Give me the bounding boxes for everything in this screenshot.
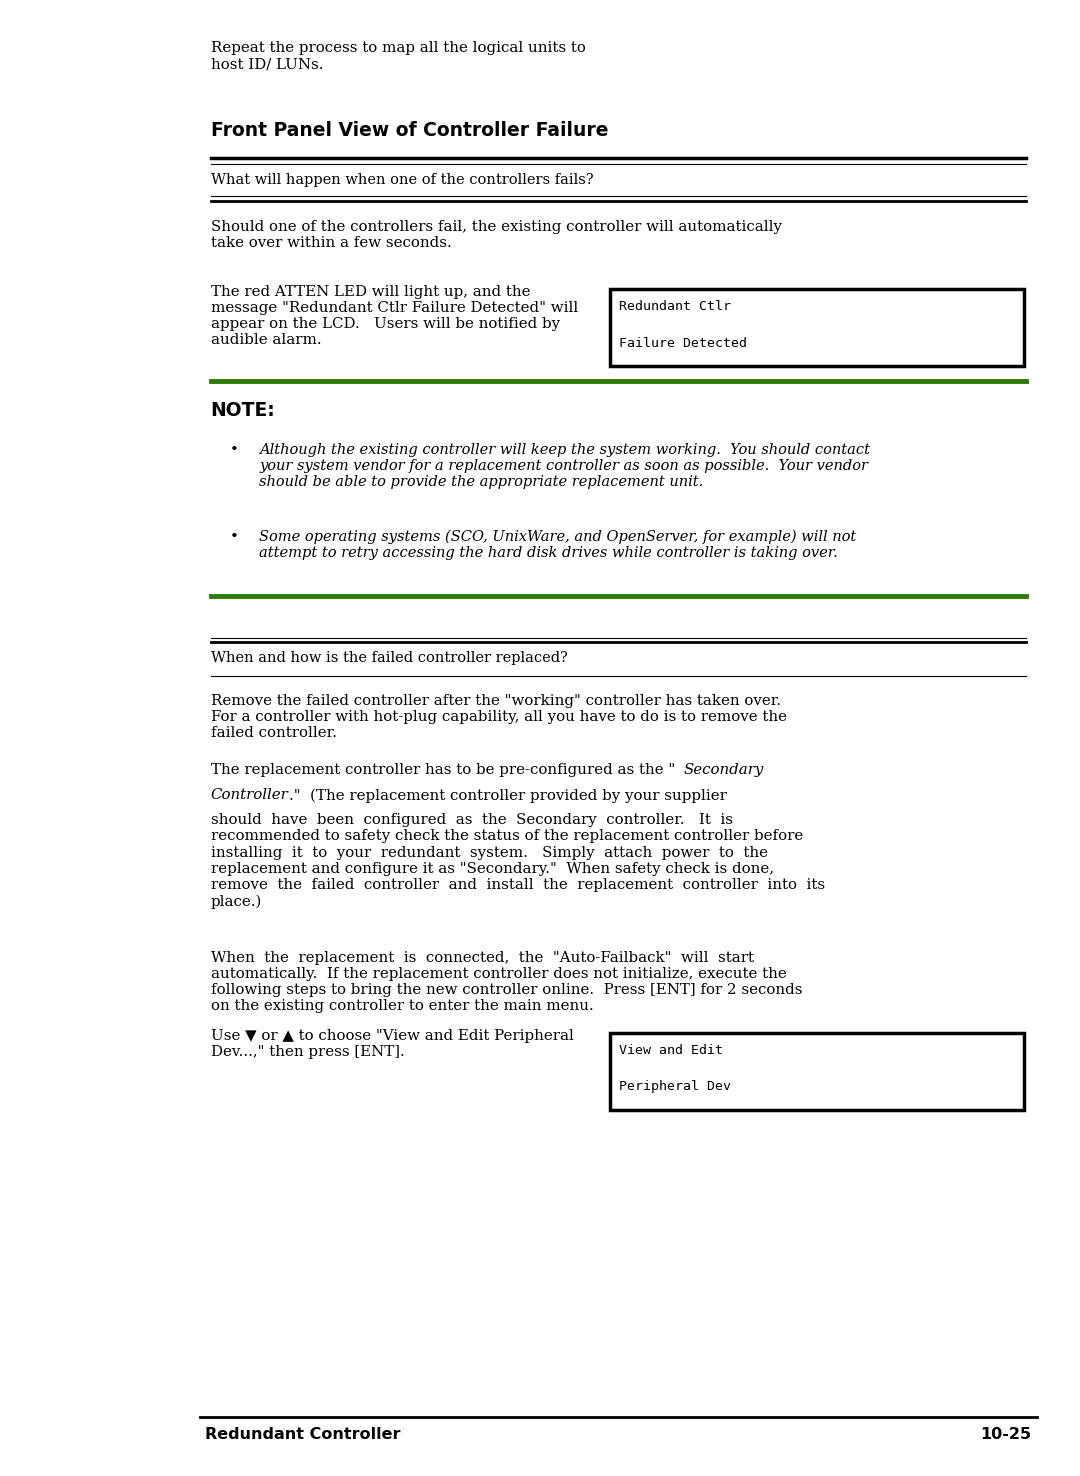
Text: Redundant Ctlr: Redundant Ctlr [619,300,731,313]
Text: The red ATTEN LED will light up, and the
message "Redundant Ctlr Failure Detecte: The red ATTEN LED will light up, and the… [211,285,578,347]
Text: When and how is the failed controller replaced?: When and how is the failed controller re… [211,651,567,664]
FancyBboxPatch shape [610,289,1024,366]
Text: Repeat the process to map all the logical units to
host ID/ LUNs.: Repeat the process to map all the logica… [211,41,585,71]
Text: Secondary: Secondary [684,763,764,776]
Text: Some operating systems (SCO, UnixWare, and OpenServer, for example) will not
att: Some operating systems (SCO, UnixWare, a… [259,530,856,561]
Text: When  the  replacement  is  connected,  the  "Auto-Failback"  will  start
automa: When the replacement is connected, the "… [211,951,802,1013]
Text: Although the existing controller will keep the system working.  You should conta: Although the existing controller will ke… [259,443,870,489]
Text: Front Panel View of Controller Failure: Front Panel View of Controller Failure [211,121,608,140]
Text: NOTE:: NOTE: [211,401,275,421]
Text: 10-25: 10-25 [981,1427,1031,1442]
Text: Remove the failed controller after the "working" controller has taken over.
For : Remove the failed controller after the "… [211,694,786,739]
Text: View and Edit: View and Edit [619,1044,723,1057]
Text: Peripheral Dev: Peripheral Dev [619,1080,731,1094]
Text: What will happen when one of the controllers fails?: What will happen when one of the control… [211,173,593,186]
Text: ."  (The replacement controller provided by your supplier: ." (The replacement controller provided … [289,788,727,803]
Text: Use ▼ or ▲ to choose "View and Edit Peripheral
Dev...," then press [ENT].: Use ▼ or ▲ to choose "View and Edit Peri… [211,1029,573,1058]
Text: •: • [230,530,239,543]
Text: Redundant Controller: Redundant Controller [205,1427,401,1442]
Text: The replacement controller has to be pre-configured as the ": The replacement controller has to be pre… [211,763,675,776]
FancyBboxPatch shape [610,1033,1024,1110]
Text: Failure Detected: Failure Detected [619,337,747,350]
Text: Controller: Controller [211,788,288,801]
Text: Should one of the controllers fail, the existing controller will automatically
t: Should one of the controllers fail, the … [211,220,782,249]
Text: should  have  been  configured  as  the  Secondary  controller.   It  is
recomme: should have been configured as the Secon… [211,813,825,909]
Text: •: • [230,443,239,456]
